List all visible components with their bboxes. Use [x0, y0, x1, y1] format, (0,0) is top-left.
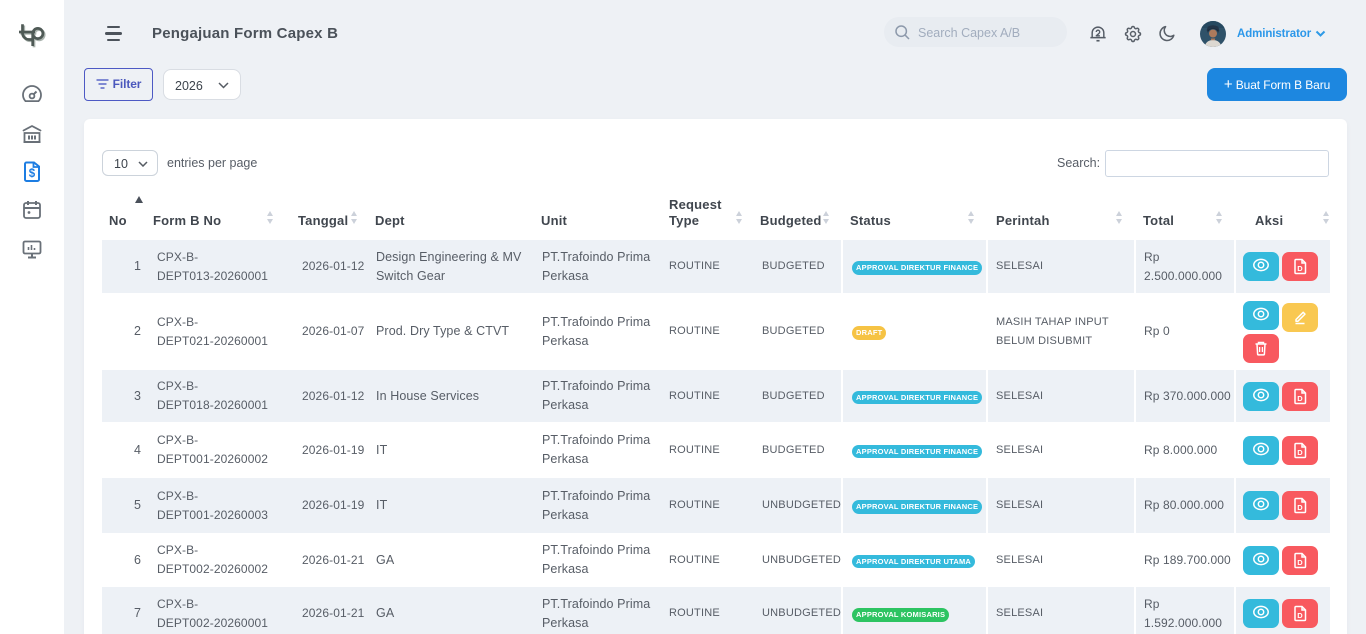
svg-text:D: D — [1297, 503, 1303, 512]
svg-text:D: D — [1297, 558, 1303, 567]
svg-text:D: D — [1297, 264, 1303, 273]
svg-text:D: D — [1297, 448, 1303, 457]
svg-text:D: D — [1297, 611, 1303, 620]
svg-text:D: D — [1297, 394, 1303, 403]
svg-text:$: $ — [29, 168, 36, 180]
